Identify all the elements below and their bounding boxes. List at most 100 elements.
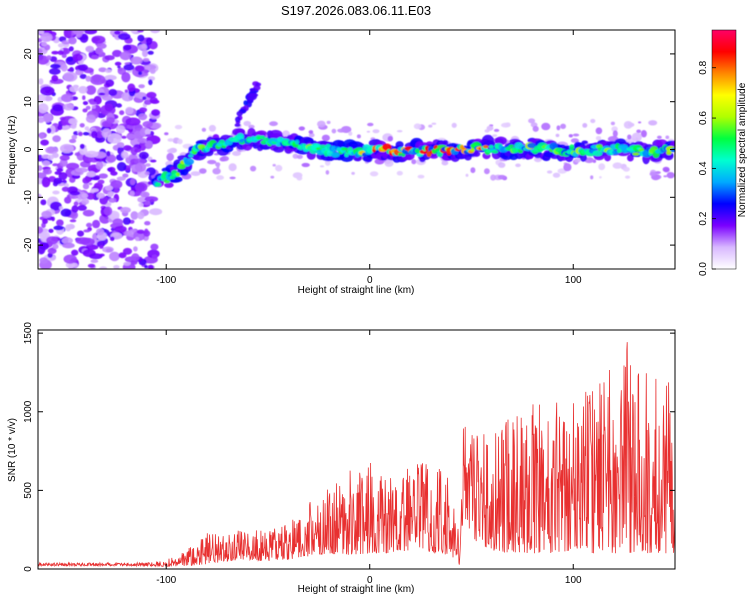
heatmap-cell xyxy=(108,89,118,96)
y-tick-label: 0 xyxy=(23,566,34,572)
y-tick-label: 20 xyxy=(23,48,34,60)
heatmap-cell xyxy=(85,85,97,95)
heatmap-cell xyxy=(331,128,337,134)
heatmap-cell xyxy=(38,94,47,102)
heatmap-cell xyxy=(625,175,631,179)
heatmap-cell xyxy=(41,210,52,219)
heatmap-cell xyxy=(177,162,186,170)
heatmap-cell xyxy=(91,130,98,139)
heatmap-cell xyxy=(85,114,96,124)
colorbar-ticks: 0.0 0.2 0.4 0.6 0.8 xyxy=(698,60,716,276)
heatmap-cell xyxy=(167,148,174,153)
heatmap-cell xyxy=(622,166,630,172)
heatmap-cell xyxy=(38,30,45,35)
heatmap-cell xyxy=(116,162,127,172)
heatmap-cell xyxy=(39,257,48,264)
heatmap-cell xyxy=(546,170,553,174)
heatmap-cell xyxy=(649,171,657,177)
heatmap-cell xyxy=(86,171,96,178)
heatmap-cell xyxy=(138,151,149,160)
heatmap-cell xyxy=(56,168,64,172)
heatmap-cell xyxy=(396,170,403,176)
heatmap-cell xyxy=(130,146,138,156)
heatmap-cell xyxy=(164,182,174,188)
heatmap-cell xyxy=(582,123,588,128)
heatmap-cell xyxy=(321,134,330,142)
y-tick-label: 1000 xyxy=(23,400,34,423)
heatmap-cell xyxy=(552,172,561,178)
heatmap-cell xyxy=(326,120,331,125)
heatmap-cell xyxy=(140,191,150,198)
heatmap-cell xyxy=(337,128,346,133)
heatmap-cell xyxy=(49,56,58,62)
heatmap-cell xyxy=(138,141,147,151)
heatmap-cell xyxy=(492,134,498,138)
heatmap-cell xyxy=(142,72,149,77)
heatmap-cell xyxy=(146,37,153,45)
heatmap-cell xyxy=(67,68,72,72)
heatmap-cell xyxy=(85,244,99,250)
heatmap-cell xyxy=(104,206,113,216)
heatmap-cell xyxy=(39,242,50,251)
heatmap-cell xyxy=(137,30,144,33)
x-tick-label: 0 xyxy=(367,575,373,586)
heatmap-cell xyxy=(61,237,73,245)
heatmap-cell xyxy=(99,214,111,224)
heatmap-cell xyxy=(68,118,78,125)
heatmap-cell xyxy=(113,188,120,193)
heatmap-cell xyxy=(85,75,92,82)
heatmap-cell xyxy=(250,88,256,92)
heatmap-cell xyxy=(86,192,96,200)
heatmap-cell xyxy=(164,132,169,136)
heatmap-cell xyxy=(75,167,89,173)
heatmap-cell xyxy=(632,152,640,156)
y-tick-label: 500 xyxy=(23,482,34,499)
heatmap-cell xyxy=(80,237,95,246)
heatmap-cell xyxy=(42,218,48,224)
heatmap-cell xyxy=(48,228,54,233)
heatmap-cell xyxy=(612,162,623,169)
heatmap-cell xyxy=(136,229,145,234)
heatmap-cell xyxy=(442,139,449,146)
heatmap-cell xyxy=(69,195,79,199)
heatmap-cell xyxy=(348,131,353,136)
heatmap-cell xyxy=(138,202,144,207)
heatmap-cell xyxy=(137,137,147,144)
heatmap-cell xyxy=(541,122,551,131)
heatmap-cell xyxy=(572,133,580,137)
heatmap-cell xyxy=(592,150,603,157)
heatmap-cell xyxy=(88,182,93,186)
heatmap-cell xyxy=(655,171,661,175)
heatmap-cell xyxy=(527,142,536,149)
heatmap-cell xyxy=(72,30,85,35)
heatmap-cell xyxy=(98,173,108,179)
heatmap-cell xyxy=(610,121,616,126)
heatmap-cell xyxy=(232,151,241,156)
heatmap-cell xyxy=(52,181,59,187)
heatmap-cell xyxy=(229,176,236,180)
heatmap-cell xyxy=(640,130,647,138)
heatmap-cell xyxy=(296,154,303,159)
heatmap-cell xyxy=(46,127,52,134)
heatmap-cell xyxy=(154,182,162,187)
heatmap-cell xyxy=(41,176,51,188)
heatmap-cell xyxy=(351,171,355,175)
heatmap-cell xyxy=(114,225,127,233)
heatmap-cell xyxy=(79,123,85,128)
heatmap-cell xyxy=(123,44,132,51)
heatmap-cell xyxy=(123,261,131,266)
heatmap-cell xyxy=(599,176,602,179)
heatmap-cell xyxy=(50,63,61,69)
heatmap-cell xyxy=(59,158,68,167)
heatmap-cell xyxy=(294,139,300,145)
heatmap-cell xyxy=(167,138,174,142)
heatmap-cell xyxy=(149,208,163,216)
heatmap-cell xyxy=(303,137,314,144)
heatmap-cell xyxy=(595,127,603,135)
heatmap-cell xyxy=(84,150,99,158)
colorbar-tick-label: 0.6 xyxy=(698,111,709,125)
heatmap-cell xyxy=(84,30,98,35)
heatmap-cell xyxy=(98,67,107,73)
